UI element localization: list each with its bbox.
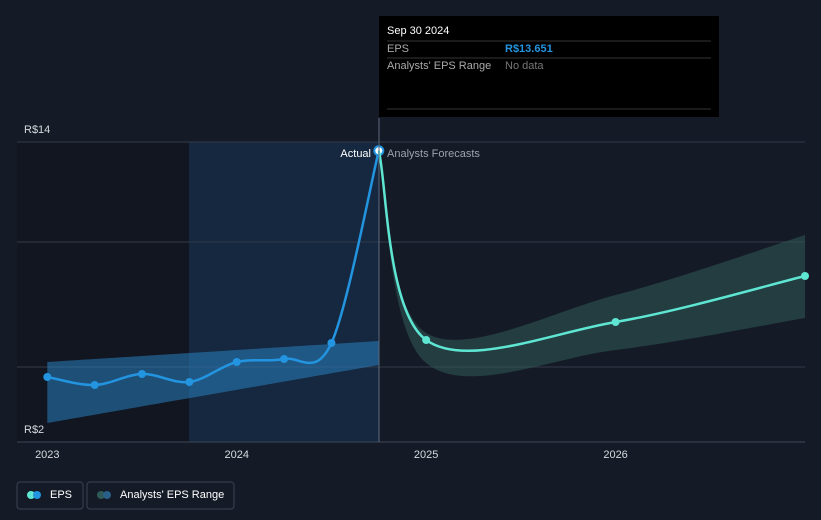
legend: EPS Analysts' EPS Range — [16, 481, 235, 510]
range-area — [378, 150, 805, 377]
legend-item[interactable] — [86, 481, 235, 510]
legend-item[interactable] — [16, 481, 84, 510]
legend-icon — [103, 491, 111, 499]
x-tick-label: 2024 — [224, 449, 248, 461]
eps-point — [185, 378, 194, 386]
x-tick-label: 2023 — [35, 449, 59, 461]
tooltip: Sep 30 2024 EPS R$13.651 Analysts' EPS R… — [379, 16, 719, 117]
y-tick-label: R$2 — [24, 424, 44, 436]
legend-icon — [27, 491, 35, 499]
x-tick-label: 2025 — [414, 449, 438, 461]
legend-label: EPS — [50, 489, 72, 501]
tooltip-box — [379, 16, 719, 117]
eps-point — [801, 272, 809, 280]
eps-point — [280, 355, 289, 363]
eps-line — [377, 150, 806, 353]
eps-point — [90, 381, 99, 389]
legend-icon — [33, 491, 41, 499]
x-tick-label: 2026 — [603, 449, 627, 461]
eps-point — [611, 318, 620, 326]
eps-point — [327, 339, 336, 347]
tooltip-value: No data — [505, 60, 544, 72]
tooltip-date: Sep 30 2024 — [387, 25, 449, 37]
eps-point — [232, 358, 241, 366]
tooltip-value: R$13.651 — [505, 43, 553, 55]
legend-icon — [97, 491, 105, 499]
eps-point — [43, 373, 52, 381]
eps-point — [422, 336, 431, 344]
recent-shade — [189, 142, 379, 442]
eps-point — [138, 370, 147, 378]
y-tick-label: R$14 — [24, 124, 50, 136]
legend-label: Analysts' EPS Range — [120, 489, 224, 501]
tooltip-label: Analysts' EPS Range — [387, 60, 491, 72]
forecast-label: Analysts Forecasts — [387, 148, 480, 160]
range-area — [47, 341, 379, 423]
actual-label: Actual — [340, 148, 371, 160]
tooltip-label: EPS — [387, 43, 409, 55]
